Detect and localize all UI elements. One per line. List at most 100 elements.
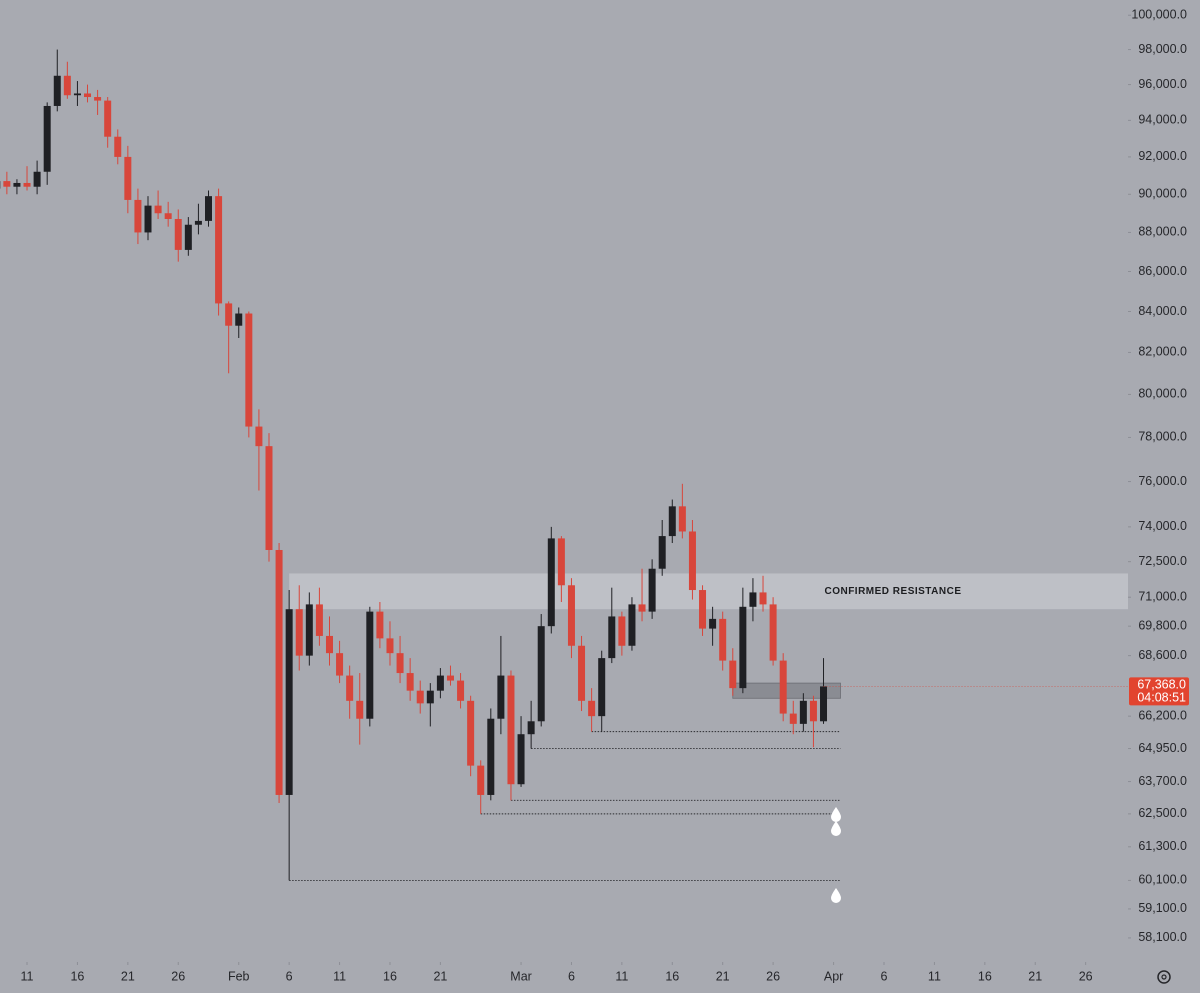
y-tick-label: 69,800.0 [1138,618,1187,632]
y-tick-label: 61,300.0 [1138,839,1187,853]
candle-body [397,653,404,673]
candle-body [528,721,535,734]
candle-body [3,181,10,187]
candle-body [336,653,343,675]
x-tick-label: 26 [1079,969,1093,983]
candle-body [356,701,363,719]
y-tick-label: 62,500.0 [1138,806,1187,820]
candle-body [64,76,71,95]
x-tick-label: Apr [824,969,843,983]
candle-body [618,616,625,645]
candle-body [457,681,464,701]
x-tick-label: 21 [1028,969,1042,983]
candle-body [558,538,565,585]
candle-body [578,646,585,701]
candle-body [13,183,20,187]
y-tick-label: 74,000.0 [1138,519,1187,533]
candle-body [800,701,807,724]
candle-body [195,221,202,225]
x-tick-label: 26 [171,969,185,983]
y-tick-label: 63,700.0 [1138,774,1187,788]
candle-body [225,303,232,325]
y-tick-label: 98,000.0 [1138,42,1187,56]
y-tick-label: 84,000.0 [1138,304,1187,318]
y-tick-label: 71,000.0 [1138,589,1187,603]
candle-body [588,701,595,716]
candle-body [326,636,333,653]
candle-body [467,701,474,766]
candle-body [548,538,555,626]
candle-body [649,569,656,612]
candle-body [770,604,777,660]
candle-body [265,446,272,550]
candle-body [104,101,111,137]
x-tick-label: 11 [333,969,346,983]
candle-body [639,604,646,611]
candle-body [306,604,313,655]
candle-body [386,638,393,653]
candle-body [44,106,51,172]
candle-body [760,592,767,604]
candle-body [820,686,827,721]
last-price-label: 67,368.0 [1137,678,1186,692]
x-tick-label: 21 [716,969,730,983]
x-tick-label: 21 [121,969,135,983]
x-tick-label: 21 [433,969,447,983]
candle-body [235,314,242,326]
candle-body [598,658,605,716]
candle-body [84,93,91,97]
candle-body [659,536,666,569]
y-tick-label: 90,000.0 [1138,187,1187,201]
y-tick-label: 86,000.0 [1138,264,1187,278]
y-tick-label: 94,000.0 [1138,113,1187,127]
candle-body [810,701,817,721]
y-tick-label: 64,950.0 [1138,741,1187,755]
candle-body [780,661,787,714]
x-tick-label: 16 [978,969,992,983]
candle-body [538,626,545,721]
x-tick-label: 11 [928,969,941,983]
candle-body [417,691,424,704]
x-tick-label: 6 [881,969,888,983]
candle-body [437,676,444,691]
x-tick-label: 6 [568,969,575,983]
candle-body [34,172,41,187]
candle-body [427,691,434,704]
candle-body [749,592,756,606]
candle-body [286,609,293,795]
x-tick-label: 16 [383,969,397,983]
y-tick-label: 68,600.0 [1138,648,1187,662]
candle-body [497,676,504,719]
candle-body [709,619,716,629]
candle-body [175,219,182,250]
candle-body [568,585,575,645]
x-tick-label: 16 [70,969,84,983]
candle-body [739,607,746,688]
x-tick-label: Feb [228,969,250,983]
candle-body [447,676,454,681]
candle-body [477,766,484,795]
candle-body [518,734,525,784]
y-tick-label: 96,000.0 [1138,77,1187,91]
x-tick-label: 6 [286,969,293,983]
x-tick-label: Mar [510,969,532,983]
candle-body [94,97,101,101]
y-tick-label: 78,000.0 [1138,430,1187,444]
resistance-label: CONFIRMED RESISTANCE [824,586,961,597]
candle-body [296,609,303,655]
y-tick-label: 88,000.0 [1138,225,1187,239]
candle-body [134,200,141,233]
y-tick-label: 60,100.0 [1138,873,1187,887]
y-tick-label: 59,100.0 [1138,901,1187,915]
candle-body [316,604,323,636]
candle-body [507,676,514,785]
y-tick-label: 72,500.0 [1138,554,1187,568]
candle-body [719,619,726,661]
x-tick-label: 16 [665,969,679,983]
candle-body [346,676,353,701]
y-tick-label: 100,000.0 [1131,8,1187,22]
candle-body [276,550,283,795]
candle-body [24,183,31,187]
candle-body [679,506,686,531]
